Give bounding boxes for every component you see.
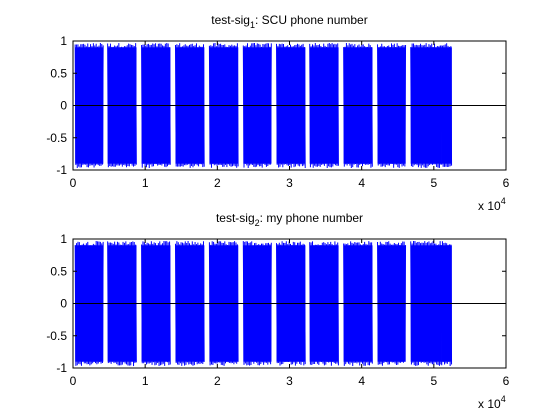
y-tick-label: -0.5 [46,329,67,343]
y-tick-label: 0 [60,99,67,113]
x-tick-label: 4 [358,374,365,388]
x-tick-label: 5 [430,374,437,388]
x-exponent-base: x 10 [478,199,501,213]
x-exponent-power: 4 [501,196,506,206]
x-tick-label: 3 [286,176,293,190]
title-suffix: : my phone number [260,211,363,225]
x-tick-label: 0 [70,176,77,190]
title-subscript: 1 [250,20,255,30]
x-tick-label: 2 [214,374,221,388]
title-subscript: 2 [255,218,260,228]
y-tick-label: 1 [60,34,67,48]
title-prefix: test-sig [211,13,250,27]
x-exponent-base: x 10 [478,397,501,411]
x-tick-label: 1 [142,374,149,388]
x-tick-label: 1 [142,176,149,190]
y-tick-label: 1 [60,232,67,246]
x-tick-label: 0 [70,374,77,388]
x-tick-label: 3 [286,374,293,388]
y-tick-label: -0.5 [46,131,67,145]
x-tick-label: 5 [430,176,437,190]
title-prefix: test-sig [216,211,255,225]
y-tick-label: 0.5 [50,264,67,278]
y-tick-label: 0.5 [50,66,67,80]
x-exponent-label: x 104 [478,196,506,213]
y-tick-label: 0 [60,297,67,311]
y-tick-label: -1 [56,361,67,375]
chart-title: test-sig1: SCU phone number [211,13,367,30]
chart-title: test-sig2: my phone number [216,211,363,228]
x-exponent-power: 4 [501,394,506,404]
x-tick-label: 6 [503,176,510,190]
title-suffix: : SCU phone number [255,13,368,27]
x-tick-label: 2 [214,176,221,190]
y-tick-label: -1 [56,163,67,177]
x-exponent-label: x 104 [478,394,506,411]
x-tick-label: 6 [503,374,510,388]
x-tick-label: 4 [358,176,365,190]
